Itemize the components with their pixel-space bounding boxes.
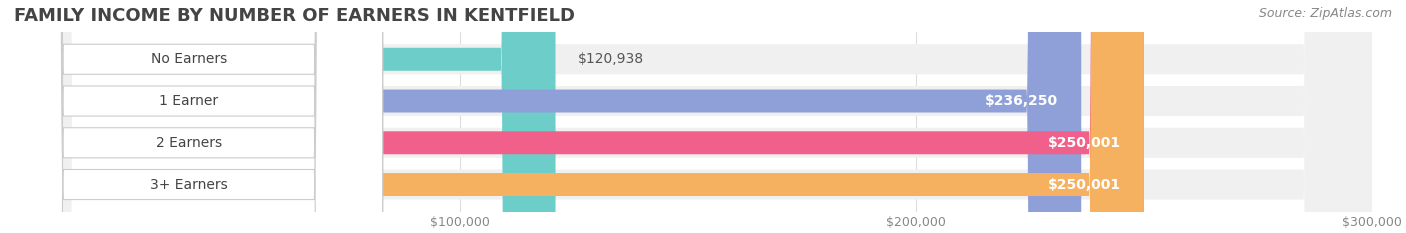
FancyBboxPatch shape <box>4 0 1081 233</box>
FancyBboxPatch shape <box>4 0 1144 233</box>
Text: $236,250: $236,250 <box>986 94 1059 108</box>
FancyBboxPatch shape <box>0 0 382 233</box>
Text: No Earners: No Earners <box>150 52 226 66</box>
Text: $120,938: $120,938 <box>578 52 644 66</box>
FancyBboxPatch shape <box>4 0 1372 233</box>
Text: 2 Earners: 2 Earners <box>156 136 222 150</box>
Text: 3+ Earners: 3+ Earners <box>150 178 228 192</box>
Text: 1 Earner: 1 Earner <box>159 94 218 108</box>
FancyBboxPatch shape <box>4 0 1372 233</box>
FancyBboxPatch shape <box>0 0 382 233</box>
FancyBboxPatch shape <box>4 0 555 233</box>
Text: FAMILY INCOME BY NUMBER OF EARNERS IN KENTFIELD: FAMILY INCOME BY NUMBER OF EARNERS IN KE… <box>14 7 575 25</box>
FancyBboxPatch shape <box>4 0 1372 233</box>
Text: $250,001: $250,001 <box>1047 178 1121 192</box>
FancyBboxPatch shape <box>0 0 382 233</box>
FancyBboxPatch shape <box>4 0 1372 233</box>
FancyBboxPatch shape <box>0 0 382 233</box>
Text: $250,001: $250,001 <box>1047 136 1121 150</box>
Text: Source: ZipAtlas.com: Source: ZipAtlas.com <box>1258 7 1392 20</box>
FancyBboxPatch shape <box>4 0 1144 233</box>
